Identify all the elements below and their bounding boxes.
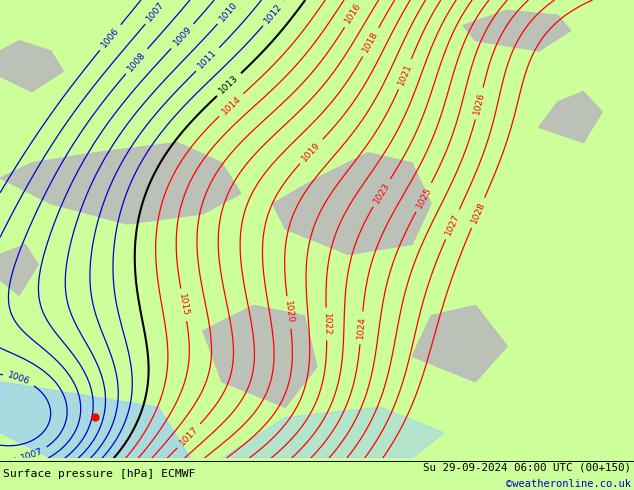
Text: 1020: 1020 — [283, 300, 295, 324]
Text: 1023: 1023 — [372, 181, 392, 205]
Polygon shape — [203, 305, 317, 407]
Text: 1028: 1028 — [469, 200, 487, 225]
Text: 1015: 1015 — [178, 293, 190, 317]
Text: 1026: 1026 — [472, 91, 486, 116]
Polygon shape — [412, 305, 507, 382]
Text: 1019: 1019 — [300, 140, 323, 163]
Polygon shape — [0, 41, 63, 92]
Text: 1016: 1016 — [344, 1, 363, 25]
Text: Su 29-09-2024 06:00 UTC (00+150): Su 29-09-2024 06:00 UTC (00+150) — [423, 462, 631, 472]
Text: 1027: 1027 — [444, 212, 462, 237]
Polygon shape — [0, 382, 190, 458]
Text: 1007: 1007 — [20, 446, 44, 463]
Text: 1007: 1007 — [145, 0, 167, 23]
Text: ©weatheronline.co.uk: ©weatheronline.co.uk — [506, 479, 631, 490]
Text: 1017: 1017 — [178, 425, 200, 447]
Text: 1024: 1024 — [356, 316, 367, 340]
Text: 1006: 1006 — [100, 26, 121, 49]
Polygon shape — [0, 245, 38, 295]
Polygon shape — [0, 143, 241, 224]
Text: 1010: 1010 — [217, 0, 240, 23]
Polygon shape — [222, 407, 444, 458]
Text: 1021: 1021 — [396, 62, 413, 86]
Text: 1009: 1009 — [171, 24, 193, 48]
Text: 1014: 1014 — [220, 94, 243, 116]
Text: 1012: 1012 — [263, 1, 284, 25]
Text: 1006: 1006 — [7, 370, 32, 387]
Polygon shape — [273, 153, 431, 254]
Text: 1011: 1011 — [197, 48, 219, 71]
Text: 1018: 1018 — [361, 30, 380, 54]
Text: 1008: 1008 — [126, 49, 148, 73]
Polygon shape — [463, 10, 571, 51]
Text: 1022: 1022 — [321, 313, 331, 336]
Polygon shape — [539, 92, 602, 143]
Text: Surface pressure [hPa] ECMWF: Surface pressure [hPa] ECMWF — [3, 469, 196, 479]
Text: 1025: 1025 — [415, 185, 433, 210]
Text: 1013: 1013 — [217, 74, 240, 96]
